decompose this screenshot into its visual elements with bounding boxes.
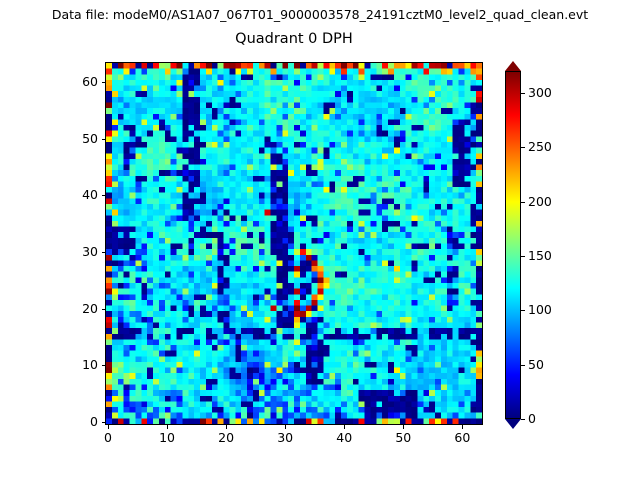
colorbar-tick-label: 0: [528, 411, 536, 426]
colorbar-tick-label: 250: [528, 139, 552, 155]
colorbar-tick-mark: [521, 364, 525, 366]
x-tick-mark: [226, 425, 228, 429]
x-tick-mark: [167, 425, 169, 429]
x-tick-mark: [285, 425, 287, 429]
colorbar-gradient: [506, 72, 520, 418]
colorbar-tick-mark: [521, 201, 525, 203]
quadrant-dph-heatmap[interactable]: [106, 63, 482, 424]
colorbar-gradient-body[interactable]: [505, 71, 521, 419]
x-tick-label: 0: [103, 430, 112, 445]
x-tick-label: 10: [159, 430, 175, 445]
y-tick-mark: [101, 365, 105, 367]
colorbar-extend-top-arrow: [505, 61, 521, 71]
x-tick-label: 50: [395, 430, 412, 445]
colorbar-tick-label: 300: [528, 84, 552, 100]
colorbar-tick-label: 100: [528, 302, 552, 318]
y-tick-label: 0: [90, 414, 98, 430]
colorbar-tick-label: 200: [528, 193, 552, 209]
colorbar-tick-mark: [521, 147, 525, 149]
data-file-suptitle: Data file: modeM0/AS1A07_067T01_90000035…: [51, 7, 589, 22]
y-tick-label: 50: [82, 130, 98, 146]
colorbar[interactable]: [505, 61, 521, 429]
x-tick-mark: [462, 425, 464, 429]
y-tick-label: 10: [82, 357, 98, 373]
colorbar-tick-mark: [521, 419, 525, 420]
y-tick-mark: [101, 138, 105, 140]
x-tick-mark: [107, 425, 109, 429]
colorbar-extend-bottom-arrow: [505, 419, 521, 429]
y-tick-mark: [101, 308, 105, 310]
y-tick-mark: [101, 422, 105, 424]
colorbar-tick-mark: [521, 92, 525, 94]
colorbar-tick-mark: [521, 310, 525, 312]
y-tick-mark: [101, 195, 105, 197]
x-tick-label: 60: [454, 430, 471, 445]
colorbar-tick-label: 150: [528, 247, 552, 263]
x-tick-label: 30: [277, 430, 294, 445]
y-tick-label: 30: [82, 244, 98, 259]
y-tick-label: 40: [82, 187, 98, 203]
y-tick-label: 60: [82, 73, 98, 89]
x-tick-label: 40: [336, 430, 353, 445]
colorbar-tick-label: 50: [528, 356, 544, 372]
y-tick-label: 20: [82, 300, 98, 316]
plot-title: Quadrant 0 DPH: [235, 31, 353, 47]
heatmap-axes[interactable]: [105, 62, 483, 425]
x-tick-mark: [403, 425, 405, 429]
x-tick-mark: [344, 425, 346, 429]
x-tick-label: 20: [218, 430, 235, 445]
colorbar-tick-mark: [521, 255, 525, 257]
y-tick-mark: [101, 252, 105, 253]
y-tick-mark: [101, 81, 105, 83]
